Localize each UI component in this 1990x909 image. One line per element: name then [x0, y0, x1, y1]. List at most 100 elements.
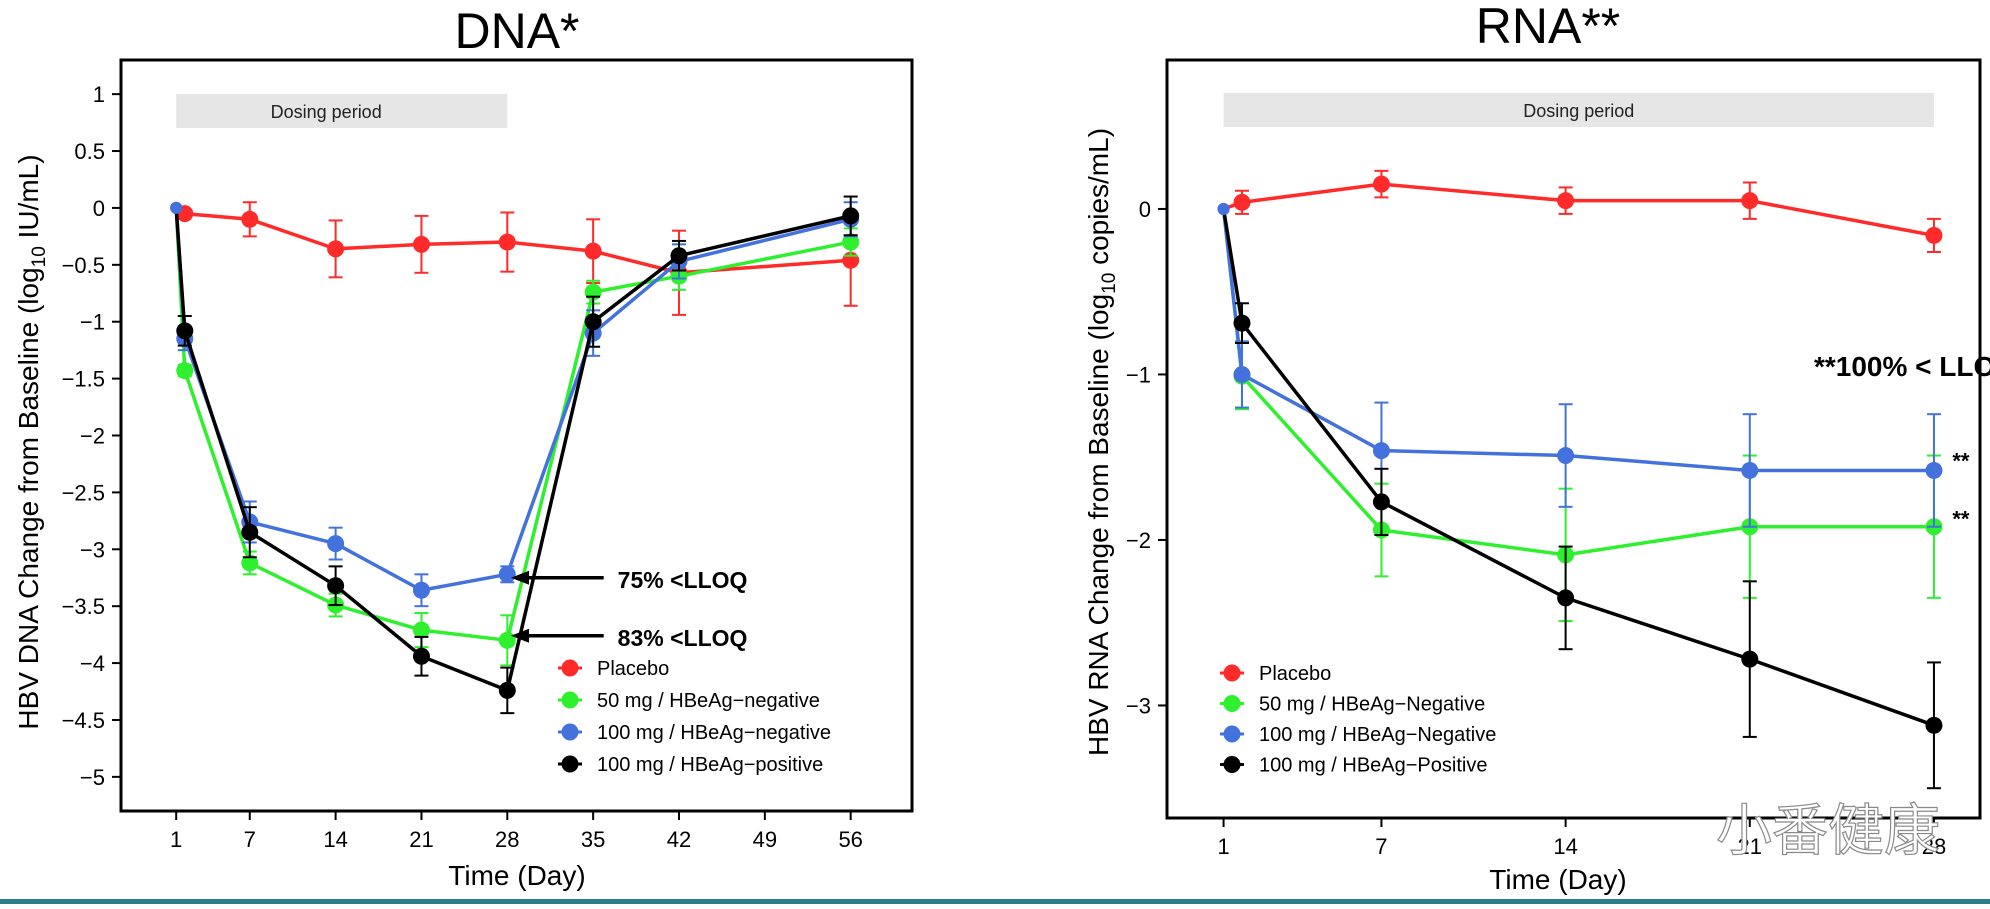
dna-y-tick-label: −1 [80, 310, 105, 335]
rna-x-tick-label: 21 [1738, 834, 1762, 859]
dna-legend-label: 100 mg / HBeAg−negative [597, 722, 831, 744]
rna-x-tick-label: 1 [1217, 834, 1229, 859]
dna-data-point [498, 681, 516, 699]
dna-chart-title: DNA* [454, 3, 579, 59]
dna-legend-label: 50 mg / HBeAg−negative [597, 690, 820, 712]
rna-plot-frame [1165, 58, 1982, 820]
dna-legend-marker [561, 659, 579, 677]
rna-data-point [1372, 442, 1390, 460]
rna-y-tick-label: −3 [1126, 693, 1151, 718]
dna-data-point [584, 313, 602, 331]
dna-y-tick-label: 0.5 [74, 139, 105, 164]
dna-y-tick-label: −4 [80, 651, 105, 676]
rna-legend-label: 100 mg / HBeAg−Negative [1259, 724, 1496, 746]
dna-data-point [584, 242, 602, 260]
dna-y-tick-label: −4.5 [62, 708, 105, 733]
dna-dosing-period-band [176, 94, 508, 128]
dna-legend-marker [561, 723, 579, 741]
rna-data-point [1925, 716, 1943, 734]
dna-y-tick-label: −5 [80, 765, 105, 790]
dna-y-tick-label: −0.5 [62, 253, 105, 278]
rna-legend-marker [1223, 664, 1241, 682]
rna-dosing-period-band [1223, 93, 1934, 127]
dna-data-point [412, 647, 430, 665]
rna-data-point [1372, 175, 1390, 193]
dna-y-tick-label: 0 [93, 196, 105, 221]
rna-series-line [1221, 208, 1934, 473]
rna-annotation-text: ** [1952, 449, 1970, 474]
dna-y-tick-label: −2 [80, 424, 105, 449]
rna-legend-label: 50 mg / HBeAg−Negative [1259, 694, 1485, 716]
rna-y-axis-label: HBV RNA Change from Baseline (log10 copi… [1083, 128, 1120, 756]
dna-x-tick-label: 56 [838, 827, 862, 852]
rna-chart-title: RNA** [1476, 0, 1620, 54]
rna-y-tick-label: 0 [1139, 197, 1151, 222]
dna-x-tick-label: 21 [409, 827, 433, 852]
dna-annotation-arrow-head [510, 570, 529, 585]
rna-data-point [1741, 192, 1759, 210]
dna-x-tick-label: 7 [244, 827, 256, 852]
rna-data-point [1233, 193, 1251, 211]
dna-data-point [327, 535, 345, 553]
dna-y-tick-label: −2.5 [62, 480, 105, 505]
dna-x-tick-label: 1 [170, 827, 182, 852]
dna-data-point [176, 362, 194, 380]
rna-y-tick-label: −2 [1126, 528, 1151, 553]
dna-legend-marker [561, 691, 579, 709]
dna-data-point [241, 210, 259, 228]
rna-data-point [1557, 447, 1575, 465]
dna-series-line [174, 207, 852, 593]
rna-data-point [1925, 461, 1943, 479]
dna-x-tick-label: 42 [667, 827, 691, 852]
dna-x-axis-label: Time (Day) [448, 860, 585, 891]
dna-series-0 [170, 201, 860, 316]
dna-annotation-text: 83% <LLOQ [618, 625, 748, 651]
rna-data-point [1741, 650, 1759, 668]
rna-x-axis-label: Time (Day) [1489, 864, 1626, 895]
rna-series-line [1222, 182, 1935, 238]
rna-data-point [1741, 461, 1759, 479]
rna-legend-label: Placebo [1259, 663, 1331, 685]
rna-series-line [1221, 208, 1934, 557]
dna-data-point [498, 565, 516, 583]
dna-series-3 [170, 195, 860, 715]
bottom-rule [0, 899, 1990, 904]
dna-legend-marker [561, 755, 579, 773]
dna-data-point [412, 235, 430, 253]
watermark-text: 小番健康 [1716, 799, 1940, 862]
rna-data-point [1233, 365, 1251, 383]
dna-dosing-period-label: Dosing period [271, 102, 382, 122]
rna-x-tick-label: 14 [1553, 834, 1577, 859]
rna-data-point [1925, 226, 1943, 244]
dna-y-tick-label: 1 [93, 82, 105, 107]
dna-data-point [327, 577, 345, 595]
rna-series-0 [1217, 169, 1943, 253]
dna-data-point [170, 201, 183, 214]
rna-data-point [1233, 314, 1251, 332]
rna-data-point [1557, 192, 1575, 210]
rna-y-tick-label: −1 [1126, 362, 1151, 387]
rna-legend-label: 100 mg / HBeAg−Positive [1259, 755, 1487, 777]
dna-data-point [412, 581, 430, 599]
dna-series-1 [170, 201, 860, 667]
dna-data-point [670, 247, 688, 265]
dna-data-point [498, 233, 516, 251]
dna-data-point [241, 554, 259, 572]
rna-x-tick-label: 7 [1375, 834, 1387, 859]
rna-annotation-text: ** [1952, 506, 1970, 531]
dna-data-point [327, 240, 345, 258]
dna-annotation-text: 75% <LLOQ [618, 567, 748, 593]
rna-series-3 [1217, 202, 1943, 790]
dna-y-tick-label: −3.5 [62, 594, 105, 619]
dna-x-tick-label: 28 [495, 827, 519, 852]
rna-dosing-period-label: Dosing period [1523, 101, 1634, 121]
dna-data-point [842, 233, 860, 251]
rna-data-point [1557, 589, 1575, 607]
dna-y-tick-label: −1.5 [62, 367, 105, 392]
dna-y-axis-label: HBV DNA Change from Baseline (log10 IU/m… [13, 154, 50, 729]
dna-data-point [498, 631, 516, 649]
dna-data-point [842, 207, 860, 225]
rna-series-1 [1217, 202, 1943, 623]
